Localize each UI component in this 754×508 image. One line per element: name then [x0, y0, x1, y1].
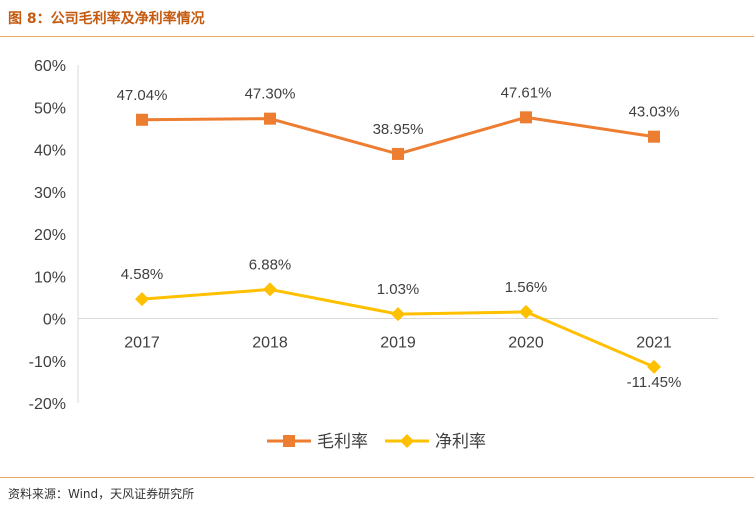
- data-point-marker: [263, 282, 277, 297]
- series-line-net: [141, 287, 655, 369]
- legend-marker: [400, 434, 414, 448]
- data-label: 47.30%: [245, 86, 296, 103]
- legend-label: 毛利率: [317, 432, 368, 451]
- chart-legend: 毛利率 净利率: [267, 432, 486, 451]
- y-tick-label: 50%: [34, 100, 66, 117]
- x-tick-label: 2019: [380, 335, 416, 352]
- y-tick-label: -20%: [29, 396, 66, 413]
- data-label: 43.03%: [629, 104, 680, 121]
- legend-marker: [283, 435, 295, 447]
- figure-title: 图 8：公司毛利率及净利率情况: [8, 11, 205, 27]
- data-label: 6.88%: [249, 256, 292, 273]
- y-axis-labels: -20% -10% 0% 10% 20% 30% 40% 50% 60%: [29, 58, 66, 413]
- data-point-marker: [135, 292, 149, 307]
- data-point-marker: [264, 112, 276, 125]
- data-point-marker: [647, 359, 661, 374]
- x-tick-label: 2018: [252, 335, 288, 352]
- data-point-marker: [136, 113, 148, 126]
- x-tick-label: 2017: [124, 335, 160, 352]
- data-label: 4.58%: [121, 266, 164, 283]
- data-label: 38.95%: [373, 121, 424, 138]
- data-point-marker: [392, 147, 404, 160]
- y-tick-label: 40%: [34, 143, 66, 160]
- data-point-marker: [648, 130, 660, 143]
- y-tick-label: 60%: [34, 58, 66, 75]
- data-point-marker: [519, 304, 533, 319]
- series-layer: 47.04% 47.30% 38.95% 47.61% 43.03% 4.58% 6.88%…: [117, 84, 682, 391]
- legend-label: 净利率: [435, 432, 486, 451]
- margin-line-chart: -20%-10%0%10%20%30%40%50%60% 2017 2018 201…: [29, 58, 718, 451]
- data-label: 1.56%: [505, 279, 548, 296]
- title-divider: [0, 36, 754, 37]
- y-tick-label: 10%: [34, 269, 66, 286]
- y-tick-label: 30%: [34, 185, 66, 202]
- data-label: 1.03%: [377, 281, 420, 298]
- source-note: 资料来源：Wind，天风证券研究所: [8, 487, 195, 501]
- y-tick-label: -10%: [29, 354, 66, 371]
- data-point-marker: [520, 111, 532, 124]
- x-tick-label: 2021: [636, 335, 672, 352]
- data-label: 47.61%: [501, 84, 552, 101]
- x-tick-label: 2020: [508, 335, 544, 352]
- data-label: -11.45%: [627, 374, 682, 391]
- y-tick-label: 20%: [34, 227, 66, 244]
- footer-divider: [0, 477, 754, 478]
- data-point-marker: [391, 307, 405, 322]
- x-axis-labels: 2017 2018 2019 2020 2021: [124, 335, 672, 352]
- y-tick-label: 0%: [43, 312, 66, 329]
- data-label: 47.04%: [117, 87, 168, 104]
